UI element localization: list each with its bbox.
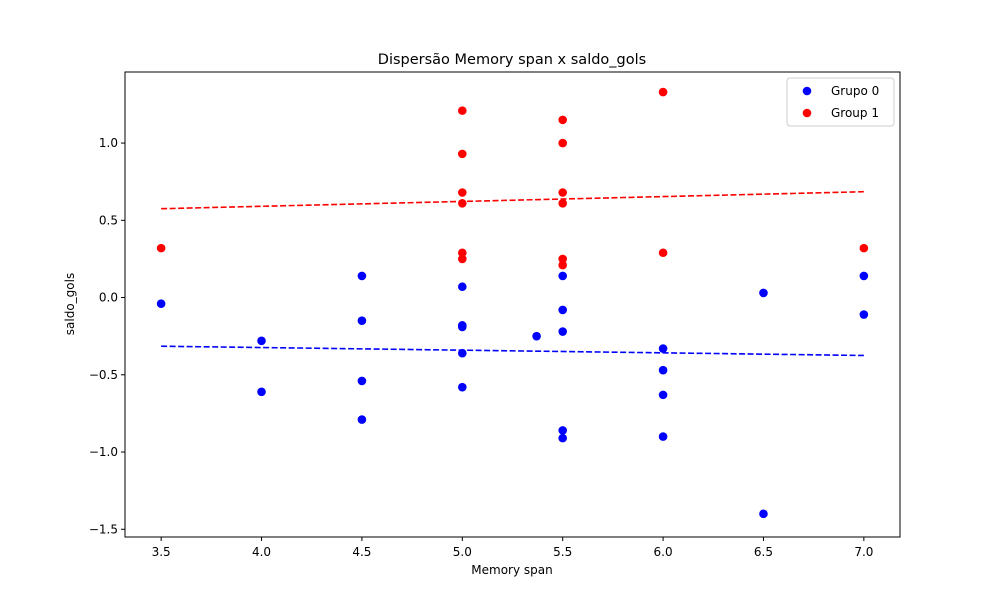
y-tick-label: 0.5: [99, 213, 118, 227]
x-tick-label: 5.0: [453, 545, 472, 559]
y-axis: −1.5 −1.0 −0.5 0.0 0.5 1.0: [89, 136, 125, 536]
x-axis: 3.5 4.0 4.5 5.0 5.5 6.0 6.5 7.0: [152, 537, 873, 559]
x-tick-label: 6.5: [754, 545, 773, 559]
y-axis-label: saldo_gols: [63, 273, 77, 335]
grupo-0-point: [257, 336, 266, 346]
x-tick-label: 6.0: [654, 545, 673, 559]
group-1-point: [156, 243, 166, 253]
grupo-0-point: [458, 282, 467, 292]
legend-marker-group-1: [802, 108, 812, 118]
legend-box: [786, 77, 895, 127]
x-tick-label: 5.5: [553, 545, 572, 559]
y-tick-label: −1.5: [89, 522, 118, 536]
grupo-0-point: [558, 327, 567, 336]
group-1-point: [658, 248, 668, 258]
grupo-0-point: [257, 387, 266, 397]
grupo-0-trend-line: [161, 345, 864, 357]
grupo-0-point: [859, 310, 869, 319]
grupo-0-point: [658, 365, 668, 375]
chart-title: Dispersão Memory span x saldo_gols: [378, 52, 646, 68]
group-1-trend-line: [161, 190, 864, 210]
grupo-0-point: [558, 271, 567, 281]
grupo-0-point: [357, 376, 367, 386]
x-tick-label: 4.5: [352, 545, 371, 559]
y-tick-label: −0.5: [89, 368, 118, 382]
grupo-0-point: [532, 331, 541, 341]
group-1-point: [658, 87, 668, 97]
y-tick-label: 0.0: [99, 291, 118, 305]
group-1-point: [558, 138, 567, 148]
grupo-0-point: [458, 382, 467, 392]
group-1-point: [558, 188, 567, 197]
x-tick-label: 3.5: [152, 545, 171, 559]
group-1-point: [458, 254, 467, 264]
y-tick-label: 1.0: [99, 136, 118, 150]
grupo-0-point: [859, 271, 869, 281]
grupo-0-point: [357, 415, 367, 424]
grupo-0-point: [658, 432, 668, 441]
grupo-0-point: [357, 316, 367, 326]
grupo-0-point: [458, 322, 467, 332]
legend-label-grupo-0: Grupo 0: [831, 84, 879, 98]
legend: Grupo 0 Group 1: [786, 77, 895, 127]
group-1-point: [458, 106, 467, 115]
x-tick-label: 4.0: [252, 545, 271, 559]
group-1-point: [458, 188, 467, 197]
grupo-0-point: [357, 271, 367, 281]
x-axis-label: Memory span: [471, 563, 552, 577]
grupo-0-point: [558, 433, 567, 443]
grupo-0-point: [458, 348, 467, 358]
y-tick-label: −1.0: [89, 445, 118, 459]
group-1-point: [558, 115, 567, 125]
grupo-0-point: [658, 390, 668, 400]
group-1-point: [558, 260, 567, 270]
legend-marker-grupo-0: [802, 86, 812, 96]
group-1-point: [458, 248, 467, 258]
group-1-point: [859, 243, 869, 253]
grupo-0-point: [759, 509, 768, 519]
grupo-0-point: [558, 426, 567, 435]
grupo-0-point: [759, 288, 768, 298]
grupo-0-point: [658, 344, 668, 353]
chart-marks: [156, 87, 869, 519]
plot-frame: [124, 71, 901, 538]
group-1-point: [458, 199, 467, 208]
grupo-0-point: [156, 299, 166, 309]
legend-label-group-1: Group 1: [831, 106, 879, 120]
group-1-point: [558, 254, 567, 264]
grupo-0-point: [558, 305, 567, 315]
x-tick-label: 7.0: [854, 545, 873, 559]
group-1-point: [558, 199, 567, 208]
group-1-point: [458, 149, 467, 159]
